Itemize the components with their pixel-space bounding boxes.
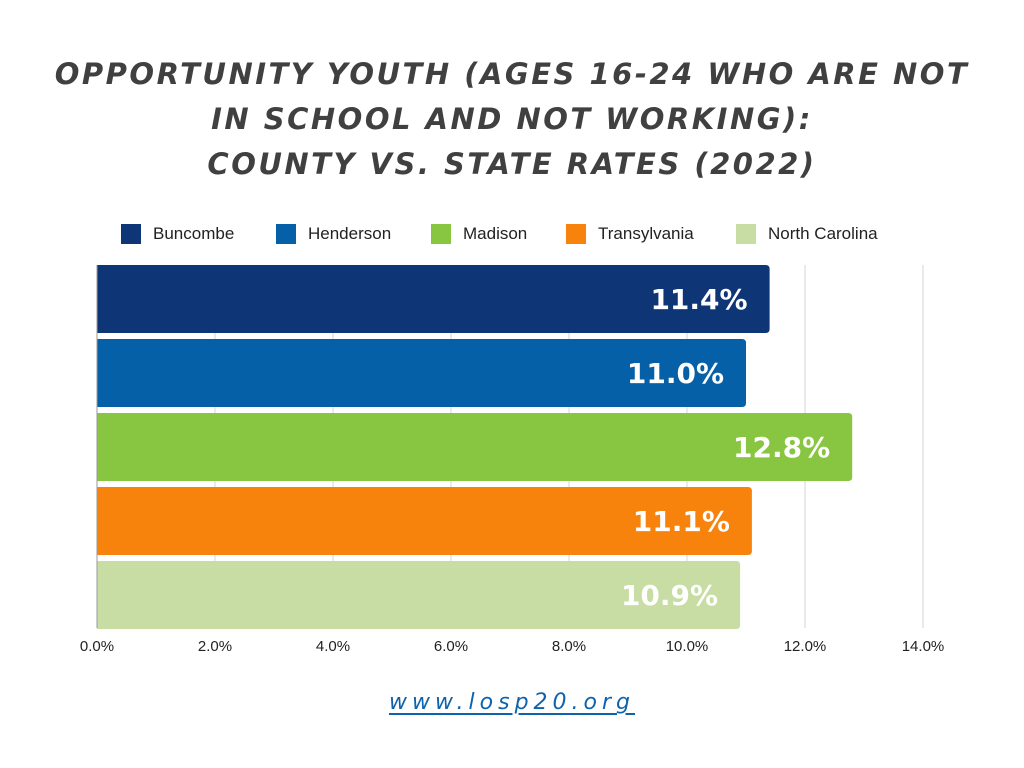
x-tick-label: 0.0% — [80, 638, 114, 655]
x-tick-label: 10.0% — [666, 638, 709, 655]
title-line-1: OPPORTUNITY YOUTH (AGES 16-24 WHO ARE NO… — [54, 57, 970, 91]
x-tick-label: 6.0% — [434, 638, 468, 655]
legend-swatch — [431, 224, 451, 244]
legend-label: Madison — [463, 224, 527, 243]
title-line-3: COUNTY VS. STATE RATES (2022) — [207, 147, 817, 181]
website-link[interactable]: www.losp20.org — [388, 690, 636, 715]
bar-group: 12.8% — [97, 413, 853, 481]
x-tick-label: 14.0% — [902, 638, 945, 655]
bar-value-label: 11.0% — [627, 357, 724, 390]
x-tick-label: 8.0% — [552, 638, 586, 655]
bar — [97, 487, 752, 555]
bar-group: 11.0% — [97, 339, 746, 407]
title-line-2: IN SCHOOL AND NOT WORKING): — [211, 102, 813, 136]
bar-value-label: 10.9% — [621, 579, 718, 612]
chart-title: OPPORTUNITY YOUTH (AGES 16-24 WHO ARE NO… — [0, 52, 1024, 187]
legend-label: Transylvania — [598, 224, 694, 243]
legend-swatch — [736, 224, 756, 244]
x-tick-label: 12.0% — [784, 638, 827, 655]
legend: Buncombe Henderson Madison Transylvania Nort… — [121, 224, 878, 244]
bar-value-label: 12.8% — [733, 431, 830, 464]
legend-label: North Carolina — [768, 224, 878, 243]
legend-item: Buncombe — [121, 224, 234, 244]
bar-group: 11.1% — [97, 487, 752, 555]
legend-item: Madison — [431, 224, 527, 244]
x-tick-label: 2.0% — [198, 638, 232, 655]
bars: 11.4% 11.0% 12.8% 11.1% 10.9% — [97, 265, 853, 629]
legend-item: Henderson — [276, 224, 391, 244]
bar-group: 11.4% — [97, 265, 770, 333]
legend-item: North Carolina — [736, 224, 878, 244]
bar — [97, 339, 746, 407]
bar-group: 10.9% — [97, 561, 741, 629]
bar — [97, 561, 741, 629]
legend-swatch — [566, 224, 586, 244]
bar-value-label: 11.1% — [633, 505, 730, 538]
bar — [97, 265, 770, 333]
x-axis: 0.0% 2.0% 4.0% 6.0% 8.0% 10.0% 12.0% 14.0% — [80, 265, 944, 655]
bar — [97, 413, 853, 481]
x-tick-label: 4.0% — [316, 638, 350, 655]
legend-swatch — [121, 224, 141, 244]
legend-label: Henderson — [308, 224, 391, 243]
bar-value-label: 11.4% — [650, 283, 747, 316]
legend-swatch — [276, 224, 296, 244]
legend-label: Buncombe — [153, 224, 234, 243]
legend-item: Transylvania — [566, 224, 694, 244]
